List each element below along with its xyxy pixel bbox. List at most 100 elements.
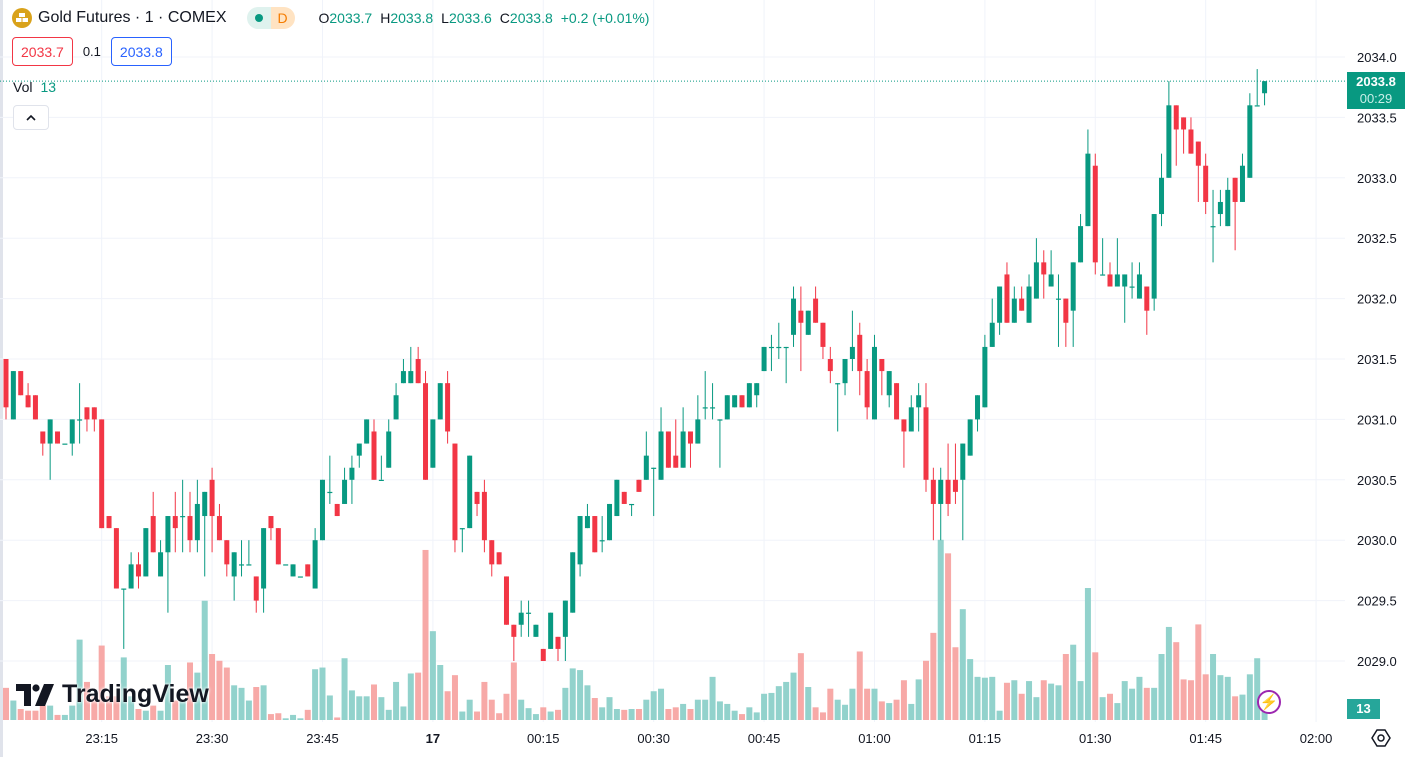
volume-bar — [893, 699, 900, 720]
candle-body — [349, 467, 355, 480]
candle-body — [1055, 298, 1061, 300]
volume-axis-tag: 13 — [1347, 699, 1380, 719]
candle — [474, 491, 480, 517]
volume-bar — [1077, 681, 1084, 720]
volume-bar — [628, 709, 635, 720]
volume-bar — [223, 667, 230, 720]
candle — [3, 359, 9, 420]
candle-body — [305, 564, 311, 577]
volume-bar — [856, 651, 863, 720]
volume-bar — [599, 707, 606, 720]
volume-bar — [621, 709, 628, 720]
candle — [327, 455, 333, 504]
candle — [32, 395, 38, 420]
volume-bar — [1107, 693, 1113, 720]
candle — [952, 443, 958, 504]
candle — [629, 503, 635, 517]
candle — [55, 431, 61, 444]
candles — [3, 69, 1268, 661]
candle-body — [1239, 165, 1245, 202]
time-tick-label: 00:45 — [748, 731, 781, 746]
candle-body — [1225, 189, 1231, 227]
price-tick-label: 2030.5 — [1357, 473, 1397, 488]
candle-body — [1033, 262, 1039, 299]
candle-body — [1136, 274, 1142, 299]
symbol-title[interactable]: Gold Futures · 1 · COMEX — [38, 9, 227, 26]
candle-body — [430, 419, 436, 468]
buy-button[interactable]: 2033.8 — [110, 37, 172, 66]
collapse-legend-button[interactable] — [13, 105, 49, 130]
candle — [827, 346, 833, 384]
candle — [511, 624, 517, 661]
volume-bar — [1143, 687, 1150, 720]
ohlc-values: O2033.7 H2033.8 L2033.6 C2033.8 +0.2 (+0… — [319, 10, 650, 26]
candle — [783, 346, 789, 384]
candle — [879, 359, 885, 396]
volume-bar — [923, 660, 929, 720]
candle-body — [636, 479, 642, 492]
time-tick-label: 02:00 — [1300, 731, 1333, 746]
candle-body — [643, 455, 649, 480]
sell-button[interactable]: 2033.7 — [12, 37, 73, 66]
tradingview-logo[interactable]: TradingView — [16, 680, 209, 709]
candle-body — [1026, 286, 1032, 323]
candle-body — [1144, 286, 1150, 311]
volume-bar — [775, 686, 782, 720]
candle — [592, 516, 598, 553]
candle — [1122, 274, 1128, 323]
candle-body — [481, 491, 487, 541]
candle-body — [231, 552, 237, 577]
candle-body — [1122, 274, 1128, 287]
volume-bar — [407, 673, 414, 720]
candle — [275, 528, 281, 565]
candle — [503, 576, 509, 625]
price-tick-label: 2033.0 — [1357, 171, 1397, 186]
candle-body — [106, 516, 112, 529]
candle — [481, 479, 487, 553]
volume-bar — [716, 701, 723, 720]
volume-bar — [694, 699, 701, 720]
lightning-icon[interactable]: ⚡ — [1257, 690, 1281, 714]
time-tick-label: 00:30 — [637, 731, 670, 746]
candle-body — [290, 564, 296, 577]
candle — [113, 528, 119, 589]
volume-bar — [437, 665, 444, 720]
time-tick-label: 01:00 — [858, 731, 891, 746]
candle — [467, 455, 473, 529]
last-price: 2033.8 — [1356, 74, 1396, 89]
candle-body — [408, 371, 414, 384]
candle — [1107, 262, 1113, 287]
candle-body — [658, 431, 664, 480]
volume-bar — [967, 659, 974, 720]
volume-bar — [451, 675, 458, 720]
volume-bar — [1187, 680, 1194, 720]
time-tick-label: 01:30 — [1079, 731, 1112, 746]
candle-body — [570, 552, 576, 613]
candle-body — [1114, 274, 1120, 287]
open-value: 2033.7 — [329, 10, 373, 26]
volume-bar — [459, 711, 466, 720]
price-tick-label: 2031.0 — [1357, 412, 1397, 427]
volume-bar — [555, 709, 561, 720]
candle-body — [415, 359, 421, 384]
candle-body — [77, 419, 83, 421]
candle — [91, 407, 97, 432]
time-tick-label: 17 — [426, 731, 440, 746]
candle-body — [768, 346, 774, 349]
market-status-pill[interactable]: D — [246, 7, 295, 29]
volume-label[interactable]: Vol — [13, 79, 33, 95]
volume-bar — [569, 668, 576, 720]
last-price-tag: 2033.8 00:29 — [1347, 72, 1405, 109]
high-value: 2033.8 — [390, 10, 434, 26]
volume-bar — [371, 684, 377, 720]
volume-bar — [69, 705, 76, 720]
volume-bar — [245, 700, 252, 720]
candle — [400, 359, 406, 384]
chart-settings-icon[interactable] — [1371, 728, 1391, 748]
candle-body — [423, 383, 429, 480]
volume-bar — [150, 705, 157, 720]
volume-bar — [444, 691, 451, 720]
legend-header: Gold Futures · 1 · COMEX D O2033.7 H2033… — [12, 6, 649, 30]
candle-body — [187, 516, 193, 541]
